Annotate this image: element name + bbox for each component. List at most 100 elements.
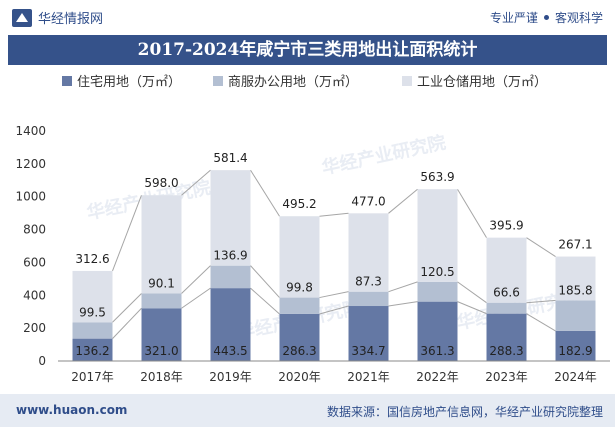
data-label: 99.5 xyxy=(79,305,106,319)
bars xyxy=(72,170,596,361)
chart-legend: 住宅用地（万㎡） 商服办公用地（万㎡） 工业仓储用地（万㎡） xyxy=(62,75,547,90)
connector-line xyxy=(181,169,211,196)
x-axis: 2017年 2018年 2019年 2020年 2021年 2022年 2023年 2024年 xyxy=(58,360,610,384)
legend-label-2: 商服办公用地（万㎡） xyxy=(228,75,358,90)
data-label: 395.9 xyxy=(489,219,523,233)
legend-swatch-1 xyxy=(62,76,72,86)
connector-line xyxy=(526,313,556,332)
data-labels: 136.2 99.5 312.6 321.0 90.1 598.0 443.5 136.9 58… xyxy=(75,151,592,358)
connector-line xyxy=(388,301,418,307)
bar-segment-3 xyxy=(279,216,320,298)
site-url[interactable]: www.huaon.com xyxy=(16,403,128,417)
connector-line xyxy=(388,281,418,293)
data-label: 598.0 xyxy=(144,176,178,190)
legend-label-3: 工业仓储用地（万㎡） xyxy=(417,75,547,90)
bar-segment-2 xyxy=(348,291,389,307)
legend-swatch-3 xyxy=(402,76,412,86)
connector-line xyxy=(250,287,280,315)
y-tick-label: 1000 xyxy=(15,190,46,204)
data-label: 443.5 xyxy=(213,344,247,358)
data-label: 563.9 xyxy=(420,170,454,184)
data-source: 数据来源：国信房地产信息网，华经产业研究院整理 xyxy=(326,405,603,419)
y-tick-label: 800 xyxy=(23,223,46,237)
tagline: 专业严谨 客观科学 xyxy=(490,9,603,26)
connector-line xyxy=(250,169,280,217)
y-tick-label: 1200 xyxy=(15,157,46,171)
y-tick-label: 600 xyxy=(23,255,46,269)
x-tick-label: 2022年 xyxy=(416,370,459,384)
connector-lines xyxy=(112,169,556,339)
data-label: 120.5 xyxy=(420,265,454,279)
bar-segment-2 xyxy=(210,265,251,289)
connector-line xyxy=(319,305,349,315)
connector-line xyxy=(112,307,142,339)
x-tick-label: 2023年 xyxy=(485,370,528,384)
huaon-logo-icon xyxy=(12,9,32,27)
data-label: 361.3 xyxy=(420,344,454,358)
data-label: 66.6 xyxy=(493,286,520,300)
bar-segment-2 xyxy=(279,297,320,314)
x-tick-label: 2021年 xyxy=(347,370,390,384)
bar-segment-3 xyxy=(486,237,527,303)
connector-line xyxy=(319,212,349,217)
dot-separator-icon xyxy=(543,15,549,20)
bar-segment-3 xyxy=(141,195,182,294)
connector-line xyxy=(250,265,280,298)
brand-name: 华经情报网 xyxy=(38,12,104,27)
data-label: 87.3 xyxy=(355,275,382,289)
y-tick-label: 200 xyxy=(23,321,46,335)
data-label: 90.1 xyxy=(148,276,175,290)
bar-segment-2 xyxy=(141,293,182,309)
x-tick-label: 2024年 xyxy=(554,370,597,384)
bar-segment-1 xyxy=(141,308,182,361)
connector-line xyxy=(388,188,418,214)
connector-line xyxy=(526,299,556,304)
bar-segment-1 xyxy=(72,338,113,361)
connector-line xyxy=(319,291,349,299)
data-label: 185.8 xyxy=(558,283,592,297)
bar-segment-1 xyxy=(279,313,320,361)
data-label: 321.0 xyxy=(144,344,178,358)
x-tick-label: 2019年 xyxy=(209,370,252,384)
bar-segment-2 xyxy=(555,300,596,331)
data-label: 99.8 xyxy=(286,281,313,295)
data-label: 286.3 xyxy=(282,344,316,358)
y-tick-label: 0 xyxy=(38,354,46,368)
connector-line xyxy=(112,195,142,272)
tagline-right: 客观科学 xyxy=(554,11,603,25)
data-label: 495.2 xyxy=(282,197,316,211)
bar-segment-3 xyxy=(72,270,113,323)
bar-segment-1 xyxy=(555,330,596,361)
x-tick-label: 2017年 xyxy=(71,370,114,384)
x-tick-label: 2020年 xyxy=(278,370,321,384)
connector-line xyxy=(181,287,211,309)
bar-segment-3 xyxy=(555,256,596,301)
data-label: 182.9 xyxy=(558,344,592,358)
data-label: 136.2 xyxy=(75,344,109,358)
data-label: 136.9 xyxy=(213,249,247,263)
data-label: 288.3 xyxy=(489,344,523,358)
connector-line xyxy=(112,293,142,323)
bar-segment-1 xyxy=(348,306,389,361)
bar-segment-2 xyxy=(72,322,113,339)
connector-line xyxy=(457,281,487,304)
stacked-bar-chart: 华经产业研究院华经产业研究院华经产业研究院华经产业研究院 住宅用地（万㎡）商服办… xyxy=(15,75,610,384)
y-axis: 0 200 400 600 800 1000 1200 1400 xyxy=(15,124,46,368)
footer: www.huaon.com 数据来源：国信房地产信息网，华经产业研究院整理 xyxy=(0,394,615,427)
tagline-left: 专业严谨 xyxy=(489,11,538,25)
bar-segment-3 xyxy=(417,189,458,282)
bar-segment-2 xyxy=(417,281,458,302)
bar-segment-1 xyxy=(417,301,458,361)
connector-line xyxy=(181,265,211,294)
connector-line xyxy=(526,237,556,257)
y-tick-label: 400 xyxy=(23,288,46,302)
x-tick-label: 2018年 xyxy=(140,370,183,384)
data-label: 312.6 xyxy=(75,252,109,266)
top-bar: 华经情报网 专业严谨 客观科学 xyxy=(0,0,615,34)
connector-line xyxy=(457,188,487,238)
bar-segment-2 xyxy=(486,302,527,314)
chart-title: 2017-2024年咸宁市三类用地出让面积统计 xyxy=(8,35,607,65)
data-label: 267.1 xyxy=(558,238,592,252)
connector-line xyxy=(457,301,487,315)
bar-segment-1 xyxy=(486,313,527,361)
